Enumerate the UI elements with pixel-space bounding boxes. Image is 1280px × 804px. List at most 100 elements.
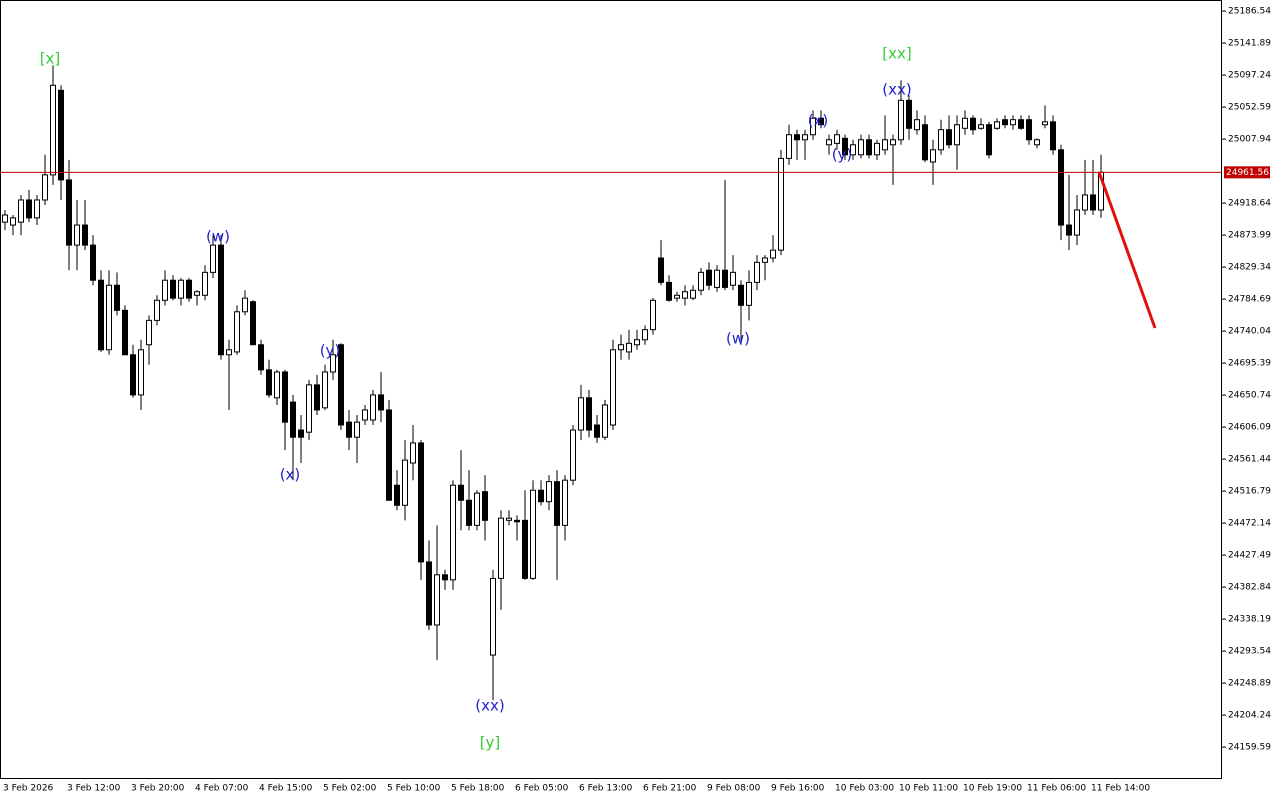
candle-body [890, 139, 896, 146]
wave-label: (x) [808, 112, 829, 130]
x-tick-label: 9 Feb 16:00 [771, 784, 825, 794]
candle-body [82, 224, 88, 246]
candle-body [538, 489, 544, 503]
candle-body [146, 319, 152, 346]
candle-body [1010, 119, 1016, 126]
candle-body [994, 121, 1000, 129]
x-tick-label: 5 Feb 18:00 [451, 784, 505, 794]
candle-body [250, 301, 256, 346]
candle-body [442, 574, 448, 581]
candle-body [74, 224, 80, 246]
candle-body [730, 271, 736, 286]
candle-body [66, 179, 72, 246]
candle-body [698, 271, 704, 291]
candle-body [186, 279, 192, 299]
y-tick-label: 24918.64 [1228, 199, 1271, 209]
candle-body [498, 517, 504, 579]
candle-body [394, 484, 400, 506]
candle-body [570, 429, 576, 481]
y-tick-label: 24606.09 [1228, 423, 1271, 433]
x-tick-label: 6 Feb 13:00 [579, 784, 633, 794]
candle-body [1002, 119, 1008, 126]
candle-body [650, 299, 656, 331]
candle-body [490, 577, 496, 656]
y-tick-label: 24516.79 [1228, 487, 1271, 497]
wave-label: (w) [206, 228, 230, 246]
current-price-label: 24961.56 [1226, 168, 1269, 178]
candle-body [874, 142, 880, 156]
y-tick-label: 24204.24 [1228, 711, 1271, 721]
x-tick-label: 5 Feb 10:00 [387, 784, 441, 794]
candle-body [242, 297, 248, 313]
x-tick-label: 6 Feb 05:00 [515, 784, 569, 794]
y-tick-label: 24159.59 [1228, 743, 1271, 753]
candle-body [274, 371, 280, 399]
candle-body [386, 409, 392, 501]
y-tick-label: 25007.94 [1228, 135, 1271, 145]
candle-body [10, 217, 16, 226]
y-tick-label: 25141.89 [1228, 39, 1271, 49]
candle-body [762, 257, 768, 263]
x-tick-label: 9 Feb 08:00 [707, 784, 761, 794]
candle-body [1058, 149, 1064, 226]
candle-body [234, 311, 240, 353]
candle-body [402, 459, 408, 506]
wave-label: (xx) [882, 81, 911, 99]
candle-body [882, 139, 888, 151]
y-tick-label: 24784.69 [1228, 295, 1271, 305]
candle-body [338, 344, 344, 426]
plot-area [2, 65, 1104, 701]
candle-body [922, 124, 928, 161]
candle-body [578, 397, 584, 431]
candle-body [690, 289, 696, 299]
current-price-box [1224, 166, 1270, 179]
candle-body [1066, 224, 1072, 236]
candle-body [818, 117, 824, 126]
candle-body [458, 484, 464, 501]
y-tick-label: 25097.24 [1228, 71, 1271, 81]
candle-body [850, 144, 856, 156]
candle-body [1090, 194, 1096, 211]
candle-body [858, 139, 864, 156]
candle-body [978, 124, 984, 129]
candle-body [642, 329, 648, 341]
x-tick-label: 10 Feb 03:00 [835, 784, 894, 794]
candle-body [426, 561, 432, 626]
candle-body [26, 199, 32, 219]
candle-body [314, 384, 320, 411]
candle-body [626, 342, 632, 353]
candle-body [202, 271, 208, 296]
candle-body [658, 257, 664, 283]
candle-body [722, 269, 728, 288]
candle-body [1034, 139, 1040, 146]
wave-label: (w) [726, 330, 750, 348]
candle-body [114, 284, 120, 311]
candle-body [674, 294, 680, 299]
candle-body [210, 244, 216, 273]
candle-body [914, 119, 920, 131]
candle-body [866, 139, 872, 156]
y-tick-label: 24382.84 [1228, 583, 1271, 593]
candle-body [522, 519, 528, 579]
candle-body [610, 349, 616, 426]
y-tick-label: 24740.04 [1228, 327, 1271, 337]
y-tick-label: 24873.99 [1228, 231, 1271, 241]
candle-body [554, 481, 560, 526]
wave-label: [y] [480, 734, 501, 752]
y-tick-label: 24338.19 [1228, 615, 1271, 625]
candle-body [194, 291, 200, 296]
candle-body [706, 269, 712, 286]
candle-body [466, 499, 472, 526]
candle-body [450, 484, 456, 581]
candle-body [602, 404, 608, 438]
x-tick-label: 10 Feb 19:00 [963, 784, 1022, 794]
candle-body [770, 249, 776, 259]
candle-body [50, 84, 56, 176]
candle-body [154, 299, 160, 321]
candle-body [410, 442, 416, 464]
candle-body [586, 397, 592, 431]
candle-body [130, 354, 136, 396]
candle-body [258, 344, 264, 371]
candle-body [898, 99, 904, 141]
candle-body [834, 134, 840, 144]
